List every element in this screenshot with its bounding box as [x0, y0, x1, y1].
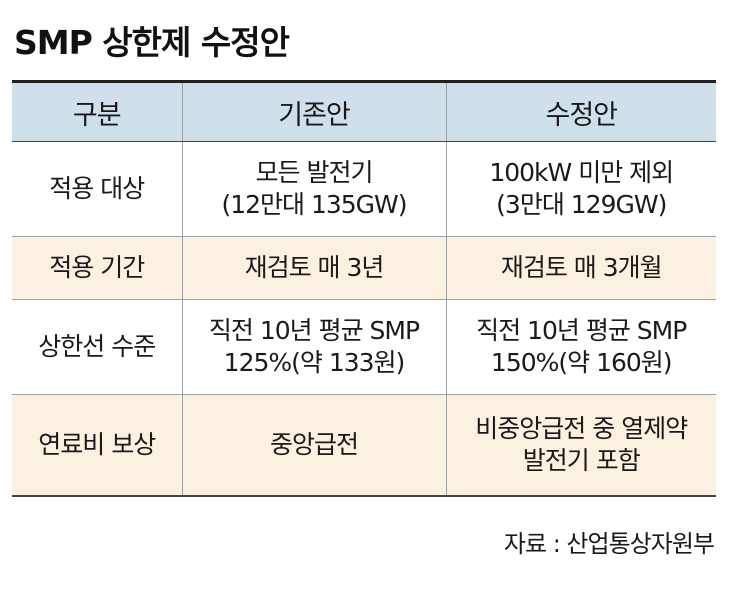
cell-line: 비중앙급전 중 열제약 [475, 414, 688, 443]
header-category: 구분 [12, 80, 182, 142]
revised-cell: 100kW 미만 제외 (3만대 129GW) [445, 141, 716, 237]
cell-line: 발전기 포함 [522, 446, 641, 475]
cell-line: 직전 10년 평균 SMP [476, 316, 687, 345]
cell-line: 모든 발전기 [255, 158, 374, 187]
cell-line: (12만대 135GW) [221, 190, 407, 219]
table-row-period: 적용 기간 재검토 매 3년 재검토 매 3개월 [12, 236, 716, 300]
row-label: 적용 대상 [12, 141, 182, 237]
table-row-scope: 적용 대상 모든 발전기 (12만대 135GW) 100kW 미만 제외 (3… [12, 141, 716, 237]
table-row-fuel-compensation: 연료비 보상 중앙급전 비중앙급전 중 열제약 발전기 포함 [12, 394, 716, 497]
comparison-table-container: 구분 기존안 수정안 적용 대상 모든 발전기 (12만대 135GW) 100… [12, 80, 716, 497]
row-label: 연료비 보상 [12, 394, 182, 497]
existing-cell: 중앙급전 [181, 394, 446, 497]
source-credit: 자료 : 산업통상자원부 [503, 530, 715, 558]
cell-line: 재검토 매 3년 [244, 253, 385, 282]
existing-cell: 모든 발전기 (12만대 135GW) [181, 141, 446, 237]
cell-line: 125%(약 133원) [223, 348, 406, 377]
comparison-table: 구분 기존안 수정안 적용 대상 모든 발전기 (12만대 135GW) 100… [12, 80, 716, 497]
revised-cell: 직전 10년 평균 SMP 150%(약 160원) [445, 299, 716, 395]
existing-cell: 직전 10년 평균 SMP 125%(약 133원) [181, 299, 446, 395]
cell-line: 150%(약 160원) [490, 348, 673, 377]
page-title: SMP 상한제 수정안 [14, 23, 290, 62]
revised-cell: 비중앙급전 중 열제약 발전기 포함 [445, 394, 716, 497]
row-label: 상한선 수준 [12, 299, 182, 395]
header-existing-plan: 기존안 [181, 80, 446, 142]
header-revised-plan: 수정안 [445, 80, 716, 142]
cell-line: 재검토 매 3개월 [500, 253, 663, 282]
revised-cell: 재검토 매 3개월 [445, 236, 716, 300]
cell-line: 중앙급전 [269, 430, 359, 459]
table-header-row: 구분 기존안 수정안 [12, 80, 716, 142]
table-row-cap-level: 상한선 수준 직전 10년 평균 SMP 125%(약 133원) 직전 10년… [12, 299, 716, 395]
row-label: 적용 기간 [12, 236, 182, 300]
cell-line: 직전 10년 평균 SMP [208, 316, 420, 345]
cell-line: (3만대 129GW) [496, 190, 667, 219]
cell-line: 100kW 미만 제외 [489, 158, 674, 187]
existing-cell: 재검토 매 3년 [181, 236, 446, 300]
